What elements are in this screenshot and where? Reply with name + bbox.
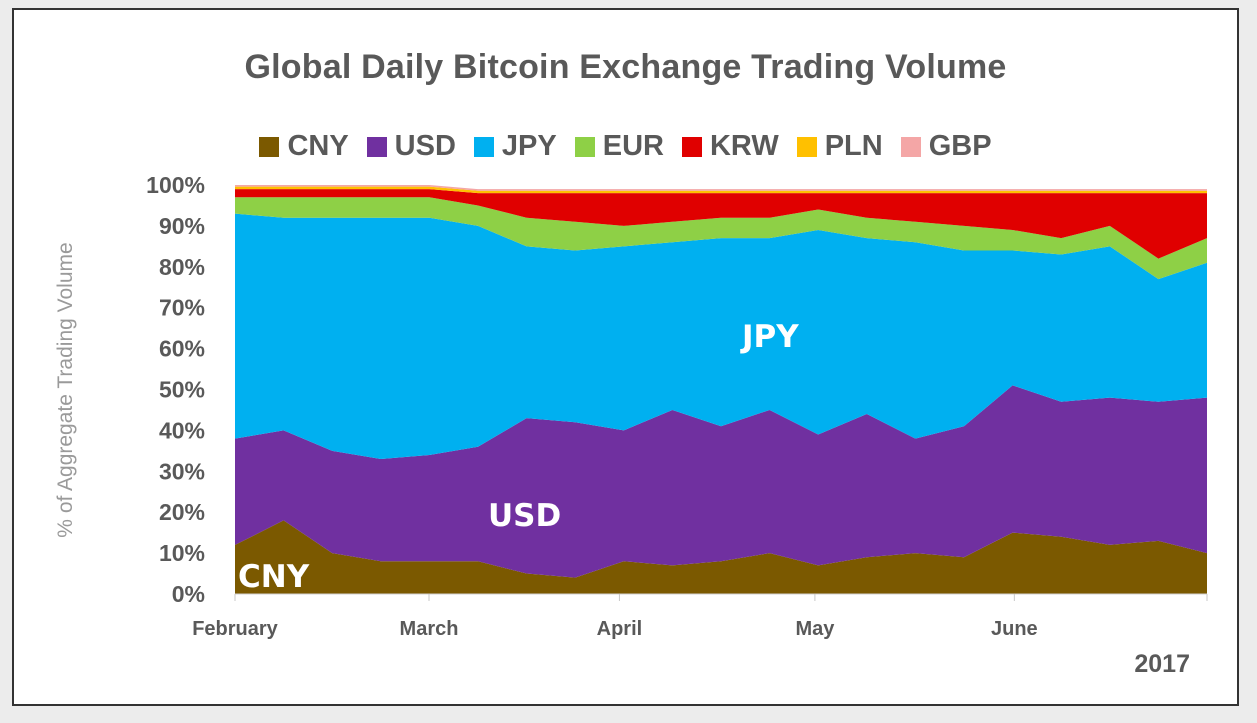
legend-label: GBP xyxy=(928,130,992,162)
area-jpy xyxy=(235,213,1207,460)
legend-item-krw: KRW xyxy=(681,130,779,163)
y-tick-label: 50% xyxy=(159,377,205,403)
x-tick-label: April xyxy=(597,618,643,640)
area-gbp xyxy=(235,185,1207,191)
axis-labels: 0% 10% 20% 30% 40% 50% 60% 70% 80% 90% 100% Februar… xyxy=(54,172,1190,678)
chart-title: Global Daily Bitcoin Exchange Trading Vo… xyxy=(244,48,1007,86)
area-eur xyxy=(235,197,1207,280)
legend-label: PLN xyxy=(824,130,883,162)
axes xyxy=(234,593,1208,601)
y-tick-label: 0% xyxy=(172,581,205,607)
y-tick-label: 70% xyxy=(159,295,205,321)
legend-swatch xyxy=(366,136,387,157)
y-tick-label: 100% xyxy=(146,172,205,198)
legend-label: CNY xyxy=(287,130,349,162)
legend-swatch xyxy=(681,136,702,157)
area-pln xyxy=(235,186,1207,194)
x-tick-label: February xyxy=(192,618,278,640)
year-label: 2017 xyxy=(1134,650,1190,678)
y-tick-label: 10% xyxy=(159,540,205,566)
legend-item-eur: EUR xyxy=(574,130,664,163)
y-tick-label: 80% xyxy=(159,254,205,280)
legend-swatch xyxy=(259,136,280,157)
y-tick-label: 90% xyxy=(159,213,205,239)
legend-swatch xyxy=(574,136,595,157)
legend-item-gbp: GBP xyxy=(900,130,992,163)
legend-label: JPY xyxy=(501,130,557,162)
area-krw xyxy=(235,189,1207,259)
legend-item-cny: CNY xyxy=(259,130,349,163)
legend-label: EUR xyxy=(602,130,664,162)
legend-item-pln: PLN xyxy=(796,130,883,163)
legend-swatch xyxy=(473,136,494,157)
inline-label-jpy: JPY xyxy=(740,319,799,355)
inline-label-cny: CNY xyxy=(238,559,310,595)
legend-item-usd: USD xyxy=(366,130,456,163)
stacked-areas xyxy=(235,185,1207,594)
y-tick-label: 60% xyxy=(159,336,205,362)
y-tick-label: 30% xyxy=(159,458,205,484)
area-cny xyxy=(235,520,1207,594)
inline-label-usd: USD xyxy=(488,498,561,534)
legend-swatch xyxy=(796,136,817,157)
legend: CNY USD JPY EUR KRW PLN GBP xyxy=(14,130,1237,163)
area-usd xyxy=(235,385,1207,578)
x-tick-label: March xyxy=(400,618,459,640)
y-axis-label: % of Aggregate Trading Volume xyxy=(54,242,77,537)
y-tick-label: 20% xyxy=(159,499,205,525)
y-tick-label: 40% xyxy=(159,417,205,443)
x-tick-label: May xyxy=(795,618,835,640)
legend-swatch xyxy=(900,136,921,157)
legend-label: KRW xyxy=(709,130,779,162)
legend-label: USD xyxy=(394,130,456,162)
x-tick-label: June xyxy=(991,618,1038,640)
legend-item-jpy: JPY xyxy=(473,130,557,163)
